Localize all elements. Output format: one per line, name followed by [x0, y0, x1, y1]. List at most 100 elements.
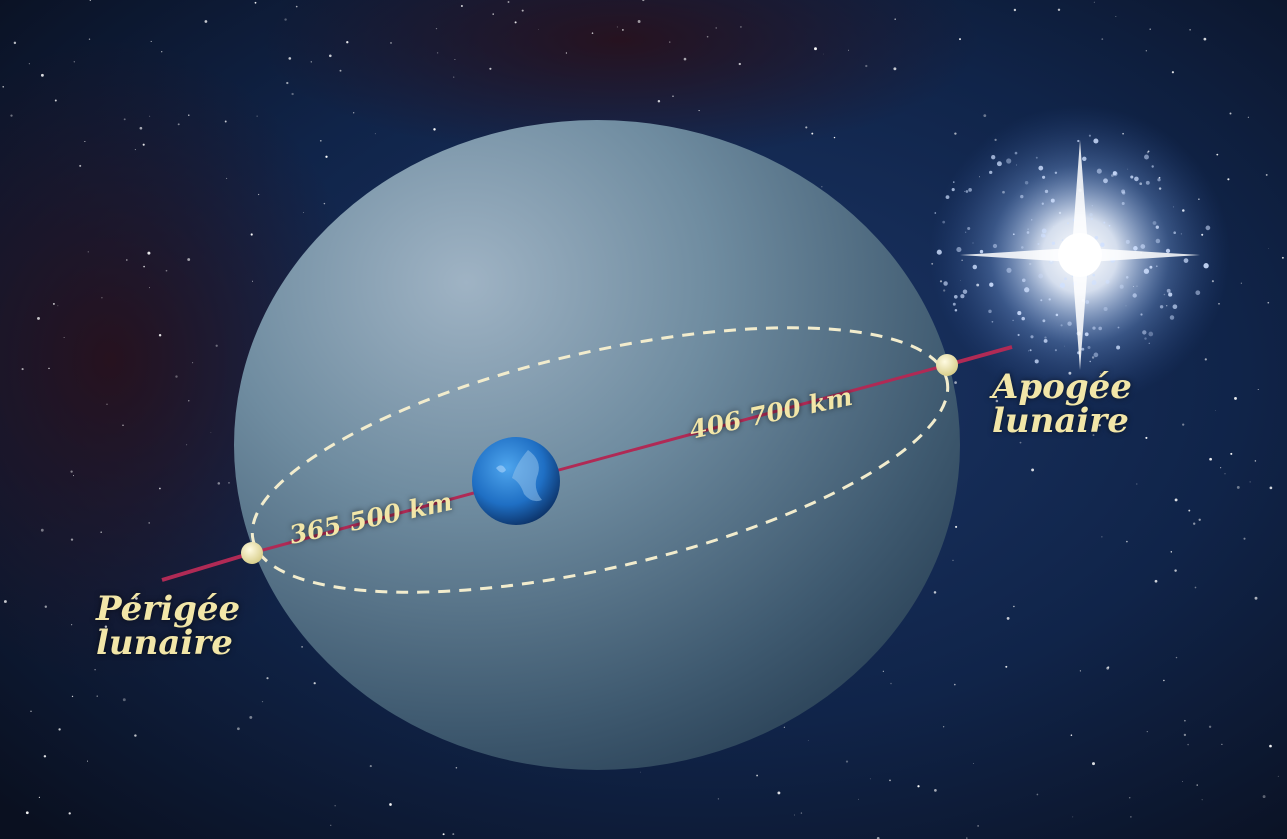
flare-speckle	[1041, 228, 1047, 234]
star	[30, 710, 32, 712]
star	[63, 337, 65, 338]
star	[800, 812, 803, 814]
star	[521, 9, 524, 12]
flare-speckle	[1093, 352, 1099, 358]
flare-speckle	[1092, 273, 1096, 277]
star	[1031, 468, 1035, 472]
star	[966, 837, 968, 839]
star	[25, 811, 29, 815]
star	[865, 64, 868, 68]
star	[1227, 178, 1230, 181]
star	[454, 58, 456, 61]
star	[149, 115, 151, 117]
star	[1203, 37, 1207, 41]
flare-speckle	[1142, 330, 1147, 335]
star	[959, 38, 961, 41]
star	[698, 110, 700, 112]
star	[537, 29, 539, 30]
star	[328, 54, 332, 58]
star	[1198, 518, 1201, 521]
star	[250, 233, 253, 236]
star	[70, 470, 73, 473]
star	[295, 5, 298, 8]
star	[1145, 436, 1148, 439]
star	[954, 381, 957, 384]
flare-speckle	[953, 294, 958, 299]
star	[460, 4, 463, 8]
star	[845, 760, 849, 763]
flare-speckle	[1130, 175, 1134, 179]
star	[254, 1, 257, 4]
flare-speckle	[1089, 360, 1091, 363]
flare-speckle	[965, 190, 969, 193]
flare-speckle	[979, 249, 984, 254]
star	[1182, 423, 1185, 426]
flare-speckle	[1183, 258, 1189, 263]
star	[134, 149, 136, 151]
flare-speckle	[1108, 224, 1111, 227]
star	[1093, 1, 1095, 3]
star	[301, 645, 304, 648]
flare-speckle	[954, 309, 958, 312]
star	[893, 67, 897, 71]
flare-speckle	[1166, 288, 1171, 293]
star	[1209, 457, 1212, 461]
star	[1188, 509, 1191, 512]
star	[149, 287, 150, 289]
flare-speckle	[1140, 244, 1146, 249]
star	[228, 482, 230, 484]
star	[1079, 670, 1082, 672]
flare-speckle	[1172, 206, 1175, 208]
star	[435, 27, 438, 30]
flare-speckle	[1030, 335, 1034, 339]
apsidal-axis-line-right	[946, 345, 1013, 367]
star	[134, 734, 137, 737]
star	[150, 40, 152, 42]
star	[706, 35, 709, 38]
flare-speckle	[1116, 345, 1121, 350]
star	[188, 114, 190, 116]
star	[159, 487, 161, 490]
flare-speckle	[1165, 248, 1171, 254]
flare-speckle	[1017, 333, 1020, 337]
star	[1234, 396, 1237, 400]
moon-orbit-ellipse	[250, 326, 950, 594]
flare-speckle	[1048, 298, 1051, 301]
flare-speckle	[1151, 165, 1154, 168]
star	[1019, 441, 1022, 444]
star	[1092, 762, 1095, 766]
star	[71, 695, 74, 698]
flare-speckle	[1085, 300, 1090, 304]
star	[101, 297, 103, 299]
flare-speckle	[1121, 202, 1125, 205]
flare-speckle	[996, 161, 1002, 167]
star	[192, 362, 194, 364]
star	[1189, 29, 1191, 31]
star	[738, 62, 741, 66]
star	[1249, 481, 1251, 483]
flare-speckle	[1100, 242, 1105, 247]
star	[1182, 781, 1183, 782]
flare-speckle	[1096, 168, 1102, 174]
star	[858, 798, 859, 800]
flare-speckle	[952, 302, 956, 306]
star	[1163, 679, 1165, 682]
star	[739, 25, 742, 28]
star	[1229, 112, 1232, 115]
flare-speckle	[1148, 342, 1150, 344]
star	[1220, 467, 1222, 469]
star	[453, 76, 455, 78]
flare-speckle	[1027, 228, 1029, 230]
star	[252, 280, 254, 282]
star	[1013, 8, 1017, 12]
flare-speckle	[989, 282, 994, 287]
star	[894, 18, 896, 20]
star	[455, 767, 458, 769]
flare-speckle	[951, 188, 955, 192]
dark-nebula-top	[260, 0, 980, 160]
star	[616, 26, 618, 28]
star	[323, 202, 326, 205]
flare-speckle	[1021, 278, 1026, 283]
star	[1006, 616, 1010, 620]
star	[811, 132, 814, 135]
